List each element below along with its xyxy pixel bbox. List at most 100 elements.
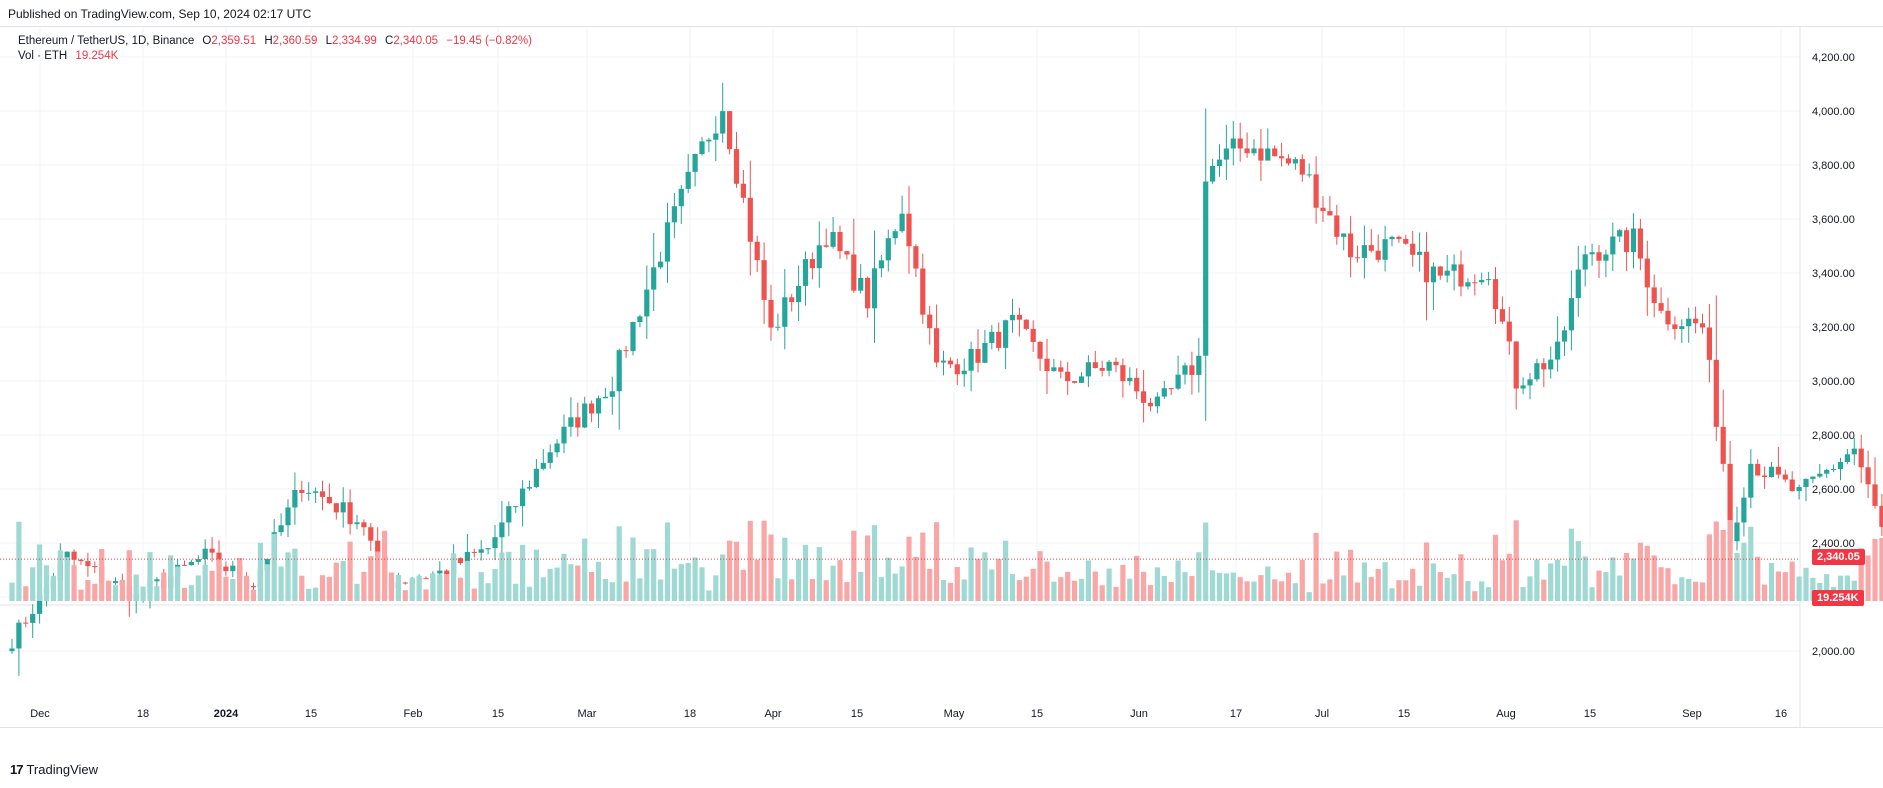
candle-body (154, 579, 160, 582)
candle-body (1561, 330, 1568, 342)
volume-bar (685, 562, 691, 601)
volume-bar (1009, 574, 1016, 601)
candle-body (740, 183, 746, 198)
volume-bar (347, 541, 353, 601)
candle-body (1630, 228, 1637, 253)
volume-bar (1693, 581, 1699, 601)
candle-body (602, 396, 608, 399)
volume-bar (202, 564, 208, 601)
candle-body (678, 188, 684, 207)
legend-high-value: 2,360.59 (272, 35, 318, 47)
legend-volume-label[interactable]: Vol · ETH (18, 50, 68, 62)
volume-bar (533, 549, 539, 601)
volume-bar (1561, 565, 1568, 601)
candle-body (727, 111, 733, 150)
volume-bar (1872, 538, 1878, 601)
candle-body (644, 289, 650, 317)
candle-body (1444, 270, 1450, 276)
legend-change: −19.45 (−0.82%) (446, 35, 532, 47)
volume-bar (457, 577, 464, 601)
candle-body (1506, 321, 1512, 342)
y-tick-label: 3,800.00 (1812, 160, 1855, 172)
candle-body (1065, 371, 1071, 382)
candle-body (1348, 233, 1354, 258)
volume-bar (1513, 520, 1519, 601)
candle-body (1334, 215, 1340, 237)
volume-bar (85, 580, 91, 601)
candle-body (1513, 341, 1519, 389)
candle-body (664, 222, 671, 262)
volume-bar (499, 552, 505, 601)
tradingview-logo[interactable]: 17 TradingView (10, 762, 98, 777)
volume-bar (1423, 542, 1430, 601)
volume-bar (761, 520, 767, 601)
candle-body (927, 314, 933, 329)
volume-bar (409, 577, 415, 601)
candle-body (1686, 318, 1692, 327)
candle-body (1768, 466, 1775, 477)
volume-bar (782, 537, 788, 601)
candle-body (1479, 279, 1485, 283)
candle-body (1099, 367, 1105, 371)
volume-bar (637, 578, 643, 601)
volume-bar (609, 582, 615, 601)
candle-body (1582, 254, 1588, 270)
volume-bar (1051, 581, 1057, 601)
candle-body (223, 566, 229, 572)
candle-body (202, 548, 208, 560)
candle-body (299, 490, 305, 493)
volume-bar (789, 579, 795, 601)
candle-body (250, 586, 257, 588)
candle-body (561, 426, 567, 444)
candle-body (85, 561, 91, 567)
candle-body (499, 522, 505, 538)
candle-body (1058, 367, 1064, 372)
volume-bar (1375, 568, 1381, 601)
candle-body (754, 241, 760, 261)
legend-close-label: C (385, 35, 394, 47)
legend-low-value: 2,334.99 (332, 35, 377, 47)
candle-body (1016, 314, 1022, 320)
volume-bar (23, 586, 29, 601)
candle-body (1486, 279, 1492, 281)
candle-body (1575, 269, 1581, 299)
candle-body (768, 299, 774, 328)
volume-bar (1534, 559, 1540, 601)
volume-bar (1058, 577, 1064, 601)
volume-bar (382, 530, 388, 601)
candle-body (1472, 282, 1478, 284)
volume-bar (237, 557, 243, 601)
volume-bar (1279, 581, 1285, 601)
volume-bar (623, 581, 629, 601)
volume-bar (961, 579, 967, 601)
candle-body (1299, 159, 1305, 175)
volume-bar (768, 534, 774, 601)
volume-bar (568, 564, 574, 601)
candle-body (1175, 374, 1181, 389)
candle-body (761, 260, 767, 300)
y-tick-label: 2,400.00 (1812, 538, 1855, 550)
legend-open-value: 2,359.51 (211, 35, 257, 47)
chart-frame[interactable]: 4,200.00 4,000.00 3,800.00 3,600.00 3,400.00… (0, 26, 1883, 728)
y-tick-label: 2,800.00 (1812, 430, 1855, 442)
candle-body (1527, 379, 1533, 386)
brand-name: TradingView (26, 762, 99, 777)
volume-bar (1196, 552, 1202, 601)
volume-bar (1541, 579, 1547, 601)
volume-bar (1403, 580, 1409, 601)
y-tick-label: 3,600.00 (1812, 214, 1855, 226)
candlestick-chart[interactable]: 4,200.00 4,000.00 3,800.00 3,600.00 3,400.00… (0, 27, 1883, 727)
candle-body (630, 322, 636, 352)
candle-body (1858, 448, 1864, 468)
x-tick-label: 15 (1031, 708, 1043, 720)
volume-bar (188, 585, 194, 601)
volume-bar (1575, 541, 1581, 601)
y-tick-label: 2,000.00 (1812, 646, 1855, 658)
volume-bar (168, 555, 174, 601)
volume-bar (1699, 582, 1706, 601)
volume-bar (264, 564, 270, 601)
candle-body (423, 578, 429, 580)
legend-symbol[interactable]: Ethereum / TetherUS, 1D, Binance (18, 35, 195, 47)
volume-bar (292, 548, 298, 601)
volume-bar (37, 544, 43, 601)
